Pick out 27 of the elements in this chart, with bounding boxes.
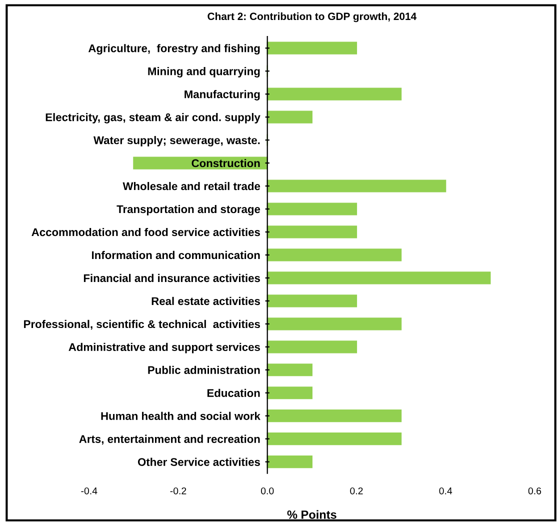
x-tick-label: -0.2 — [170, 487, 186, 494]
y-tick-label: Other Service activities — [138, 458, 260, 466]
y-tick-label: Water supply; sewerage, waste. — [94, 136, 260, 146]
x-tick-label: 0.4 — [439, 487, 452, 494]
y-tick-label: Arts, entertainment and recreation — [79, 434, 260, 445]
y-tick-label: Public administration — [148, 366, 260, 374]
chart-title: Chart 2: Contribution to GDP growth, 2014 — [208, 12, 417, 22]
x-tick-label: 0.0 — [260, 487, 274, 494]
y-tick-label: Education — [207, 388, 260, 398]
y-tick-label: Financial and insurance activities — [84, 274, 260, 282]
y-tick-label: Accommodation and food service activities — [32, 228, 260, 236]
y-tick-label: Agriculture, forestry and fishing — [88, 44, 260, 54]
y-tick-label: Human health and social work — [101, 412, 260, 420]
y-tick-label: Mining and quarrying — [148, 67, 260, 78]
x-axis-title: % Points — [287, 510, 336, 519]
y-tick-label: Transportation and storage — [116, 204, 260, 216]
y-tick-label: Construction — [192, 159, 260, 168]
y-tick-label: Professional, scientific & technical activities — [24, 320, 260, 330]
y-tick-label: Real estate activities — [152, 296, 260, 306]
y-tick-label: Administrative and support services — [68, 342, 260, 354]
y-tick-label: Information and communication — [92, 250, 260, 260]
x-tick-label: -0.4 — [81, 487, 98, 494]
y-tick-label: Manufacturing — [184, 90, 260, 100]
x-tick-label: 0.6 — [528, 487, 542, 494]
x-tick-label: 0.2 — [350, 487, 363, 494]
y-tick-label: Electricity, gas, steam & air cond. supply — [46, 113, 260, 124]
y-tick-label: Wholesale and retail trade — [122, 182, 260, 190]
